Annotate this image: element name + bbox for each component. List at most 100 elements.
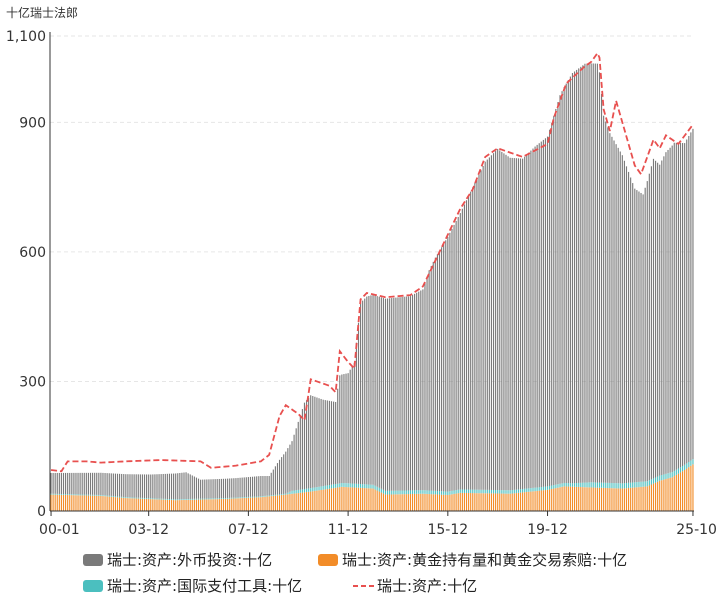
sdr-bar xyxy=(179,499,181,501)
fx-bar xyxy=(405,296,407,491)
sdr-bar xyxy=(347,483,349,488)
gold-bar xyxy=(655,482,657,511)
fx-bar xyxy=(584,63,586,483)
fx-bar xyxy=(318,398,320,487)
sdr-bar xyxy=(648,480,650,486)
sdr-bar xyxy=(222,498,225,499)
sdr-bar xyxy=(368,484,370,489)
fx-bar xyxy=(127,474,129,498)
sdr-bar xyxy=(453,490,455,494)
fx-bar xyxy=(573,71,576,484)
sdr-bar xyxy=(630,482,632,488)
fx-bar xyxy=(129,474,131,498)
fx-bar xyxy=(241,477,243,498)
fx-bar xyxy=(563,87,565,483)
sdr-bar xyxy=(490,489,493,494)
gold-bar xyxy=(322,489,324,511)
total-series-line xyxy=(50,51,694,473)
sdr-bar xyxy=(293,490,295,494)
fx-bar xyxy=(69,472,71,495)
fx-bar xyxy=(436,254,439,491)
sdr-bar xyxy=(484,489,486,494)
gold-bar xyxy=(166,499,168,511)
fx-bar xyxy=(374,295,376,486)
fx-bar xyxy=(590,63,592,483)
fx-bar xyxy=(503,153,505,491)
fx-bar xyxy=(301,409,303,490)
fx-bar xyxy=(73,472,75,495)
fx-bar xyxy=(206,479,208,499)
gold-bar xyxy=(474,493,476,511)
sdr-bar xyxy=(156,498,158,500)
gold-bar xyxy=(692,464,694,511)
sdr-bar xyxy=(270,495,272,497)
sdr-bar xyxy=(245,497,247,498)
gold-bar xyxy=(85,495,87,511)
fx-bar xyxy=(343,374,345,484)
sdr-bar xyxy=(231,497,233,499)
gold-bar xyxy=(640,486,642,511)
fx-bar xyxy=(569,76,571,484)
fx-bar xyxy=(355,342,357,484)
sdr-bar xyxy=(233,497,235,499)
sdr-bar xyxy=(409,490,411,495)
sdr-bar xyxy=(256,496,258,498)
gold-bar xyxy=(590,487,592,511)
sdr-bar xyxy=(308,488,310,492)
sdr-bar xyxy=(320,486,322,490)
fx-bar xyxy=(459,213,461,490)
fx-bar xyxy=(293,434,295,491)
sdr-bar xyxy=(590,482,592,488)
y-tick-label: 600 xyxy=(19,245,46,261)
gold-bar xyxy=(675,474,677,511)
x-tick-label: 07-12 xyxy=(228,522,269,538)
sdr-bar xyxy=(387,490,389,495)
fx-bar xyxy=(501,151,503,491)
gold-bar xyxy=(686,468,688,511)
sdr-bar xyxy=(81,494,83,496)
fx-bar xyxy=(578,68,580,483)
sdr-bar xyxy=(470,489,472,494)
sdr-bar xyxy=(443,491,445,495)
gold-bar xyxy=(441,494,443,511)
gold-bar xyxy=(62,494,65,511)
gold-bar xyxy=(293,493,295,511)
fx-bar xyxy=(272,469,274,496)
sdr-bar xyxy=(241,497,243,499)
gold-bar xyxy=(345,487,347,511)
gold-bar xyxy=(578,486,580,511)
fx-bar xyxy=(648,173,650,481)
fx-bar xyxy=(536,144,538,488)
sdr-bar xyxy=(449,491,451,495)
sdr-bar xyxy=(594,482,596,488)
gold-bar xyxy=(181,500,183,511)
gold-bar xyxy=(544,490,547,511)
sdr-bar xyxy=(89,494,92,496)
sdr-bar xyxy=(268,495,270,497)
sdr-bar xyxy=(100,495,102,496)
sdr-bar xyxy=(478,489,480,494)
sdr-bar xyxy=(679,467,682,473)
gold-bar xyxy=(387,494,389,511)
gold-bar xyxy=(96,495,98,511)
fx-bar xyxy=(295,428,297,491)
sdr-bar xyxy=(657,476,659,482)
gold-bar xyxy=(459,492,461,511)
gold-bar xyxy=(582,487,584,511)
fx-bar xyxy=(254,476,256,497)
sdr-bar xyxy=(170,499,173,501)
gold-bar xyxy=(125,498,127,511)
fx-bar xyxy=(283,454,285,494)
gold-bar xyxy=(278,495,281,511)
gold-bar xyxy=(538,490,540,511)
fx-bar xyxy=(83,472,85,495)
x-tick-label: 25-10 xyxy=(676,522,717,538)
gold-bar xyxy=(434,494,436,512)
gold-bar xyxy=(617,488,619,511)
fx-bar xyxy=(488,157,490,490)
sdr-bar xyxy=(690,460,692,466)
fx-bar xyxy=(397,297,399,491)
gold-bar xyxy=(613,488,615,511)
gold-bar xyxy=(343,486,345,511)
fx-bar xyxy=(461,208,463,490)
